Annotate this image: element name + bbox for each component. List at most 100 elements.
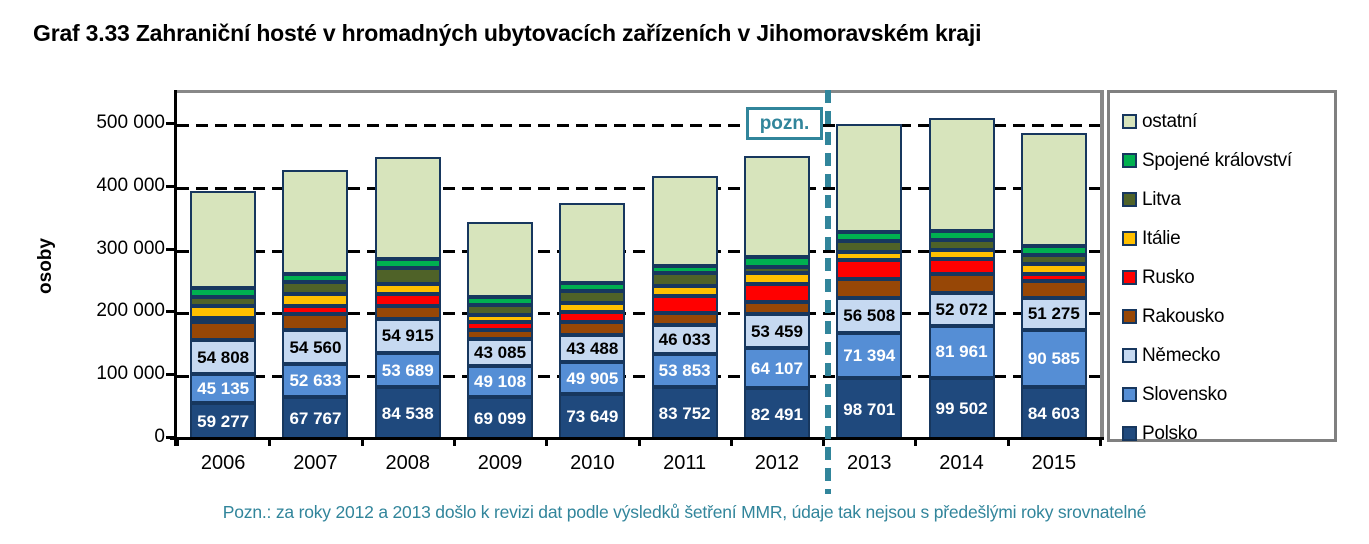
bar-segment-polsko: 99 502 bbox=[928, 377, 995, 440]
bar-value-label: 83 752 bbox=[658, 404, 711, 424]
bar-segment-slovensko: 64 107 bbox=[743, 347, 810, 389]
legend-label: Litva bbox=[1142, 188, 1181, 210]
legend-label: Spojené království bbox=[1142, 149, 1292, 171]
bar-value-label: 52 072 bbox=[935, 300, 988, 320]
bar-segment-litva bbox=[1020, 255, 1087, 265]
bar-value-label: 43 085 bbox=[474, 342, 527, 362]
x-tick-mark bbox=[268, 437, 272, 446]
bar-segment-spojené-království bbox=[559, 283, 626, 291]
y-axis-line bbox=[174, 90, 177, 446]
bar-segment-litva bbox=[743, 266, 810, 273]
bar-column-2014: 52 072 81 961 99 502 bbox=[928, 117, 995, 440]
bar-segment-spojené-království bbox=[651, 266, 718, 273]
legend-item-polsko: Polsko bbox=[1110, 414, 1334, 453]
bar-segment-slovensko: 49 108 bbox=[467, 365, 534, 397]
bar-segment-rakousko bbox=[374, 306, 441, 319]
bar-segment-německo: 43 488 bbox=[559, 335, 626, 363]
y-tick-mark bbox=[166, 184, 176, 188]
bar-segment-itálie bbox=[928, 249, 995, 260]
x-tick-label-2014: 2014 bbox=[939, 452, 984, 474]
bar-segment-rusko bbox=[559, 311, 626, 322]
bar-segment-rusko bbox=[467, 322, 534, 330]
legend-item-slovensko: Slovensko bbox=[1110, 375, 1334, 414]
bar-segment-rakousko bbox=[743, 301, 810, 315]
bar-segment-rusko bbox=[190, 317, 257, 323]
x-tick-label-2007: 2007 bbox=[293, 452, 338, 474]
bar-segment-spojené-království bbox=[1020, 245, 1087, 256]
bar-segment-spojené-království bbox=[374, 259, 441, 268]
bar-segment-ostatní bbox=[651, 175, 718, 267]
bar-segment-itálie bbox=[374, 284, 441, 295]
x-tick-mark bbox=[452, 437, 456, 446]
x-tick-label-2013: 2013 bbox=[846, 452, 892, 474]
x-tick-label-2009: 2009 bbox=[477, 452, 523, 474]
legend-item-rusko: Rusko bbox=[1110, 258, 1334, 297]
y-tick-mark bbox=[166, 122, 176, 125]
legend-box: ostatní Spojené království Litva Itálie Rusk… bbox=[1107, 90, 1337, 444]
bar-value-label: 82 491 bbox=[750, 404, 803, 424]
bar-segment-německo: 51 275 bbox=[1020, 297, 1087, 330]
legend-label: ostatní bbox=[1142, 110, 1197, 132]
y-tick-mark bbox=[166, 310, 176, 314]
bar-segment-německo: 56 508 bbox=[836, 297, 903, 334]
bar-segment-polsko: 82 491 bbox=[743, 388, 810, 440]
bar-segment-německo: 46 033 bbox=[651, 324, 718, 354]
bar-value-label: 73 649 bbox=[566, 407, 619, 427]
chart-title: Graf 3.33 Zahraniční hosté v hromadných … bbox=[33, 20, 982, 46]
bar-segment-litva bbox=[467, 305, 534, 315]
bar-segment-litva bbox=[559, 290, 626, 303]
bar-segment-spojené-království bbox=[928, 231, 995, 240]
legend-label: Slovensko bbox=[1142, 383, 1227, 405]
bar-segment-německo: 43 085 bbox=[467, 338, 534, 366]
y-tick-label: 300 000 bbox=[96, 237, 165, 259]
gridline-300000 bbox=[177, 249, 1100, 253]
x-tick-mark bbox=[822, 437, 826, 446]
legend-swatch-icon bbox=[1122, 231, 1137, 246]
bar-segment-rakousko bbox=[651, 313, 718, 325]
y-tick-label: 500 000 bbox=[96, 112, 165, 133]
legend-label: Rakousko bbox=[1142, 305, 1225, 327]
bar-segment-slovensko: 45 135 bbox=[190, 374, 257, 403]
legend-swatch-icon bbox=[1122, 270, 1137, 285]
bar-value-label: 81 961 bbox=[935, 342, 988, 362]
bar-value-label: 84 538 bbox=[381, 403, 434, 423]
gridline-100000 bbox=[177, 375, 1100, 379]
bar-value-label: 98 701 bbox=[843, 399, 896, 419]
legend-item-rakousko: Rakousko bbox=[1110, 297, 1334, 336]
bar-segment-ostatní bbox=[467, 222, 534, 298]
bar-value-label: 53 459 bbox=[750, 321, 803, 341]
bar-value-label: 59 277 bbox=[197, 411, 250, 431]
bar-value-label: 53 689 bbox=[381, 360, 434, 380]
x-tick-label-2012: 2012 bbox=[754, 452, 800, 474]
legend-swatch-icon bbox=[1122, 192, 1137, 207]
legend-item-spojené-království: Spojené království bbox=[1110, 141, 1334, 180]
legend-swatch-icon bbox=[1122, 387, 1137, 402]
bar-value-label: 49 108 bbox=[474, 371, 527, 391]
bar-value-label: 71 394 bbox=[843, 346, 896, 366]
plot-area: 54 808 45 135 59 277 54 560 52 633 67 767 54 9… bbox=[177, 90, 1104, 440]
bar-segment-itálie bbox=[282, 293, 349, 306]
bar-segment-rusko bbox=[374, 294, 441, 307]
legend-swatch-icon bbox=[1122, 309, 1137, 324]
bar-segment-rakousko bbox=[282, 314, 349, 331]
bar-segment-litva bbox=[651, 272, 718, 287]
bar-segment-rakousko bbox=[467, 329, 534, 339]
x-tick-label-2015: 2015 bbox=[1031, 452, 1077, 474]
bar-segment-rusko bbox=[1020, 273, 1087, 282]
bar-segment-litva bbox=[374, 267, 441, 285]
bar-segment-polsko: 69 099 bbox=[467, 396, 534, 440]
bar-value-label: 45 135 bbox=[197, 379, 250, 399]
bar-value-label: 67 767 bbox=[289, 409, 342, 429]
bar-segment-itálie bbox=[651, 286, 718, 297]
y-tick-mark bbox=[166, 436, 176, 439]
y-tick-label: 100 000 bbox=[96, 363, 165, 385]
legend-swatch-icon bbox=[1122, 153, 1137, 168]
x-axis-line bbox=[170, 437, 1104, 440]
x-tick-label-2011: 2011 bbox=[663, 452, 707, 474]
bar-segment-spojené-království bbox=[190, 288, 257, 298]
bar-value-label: 56 508 bbox=[843, 305, 896, 325]
bar-segment-itálie bbox=[743, 272, 810, 285]
bar-segment-německo: 54 915 bbox=[374, 318, 441, 354]
legend-item-německo: Německo bbox=[1110, 336, 1334, 375]
bar-column-2007: 54 560 52 633 67 767 bbox=[282, 170, 349, 440]
